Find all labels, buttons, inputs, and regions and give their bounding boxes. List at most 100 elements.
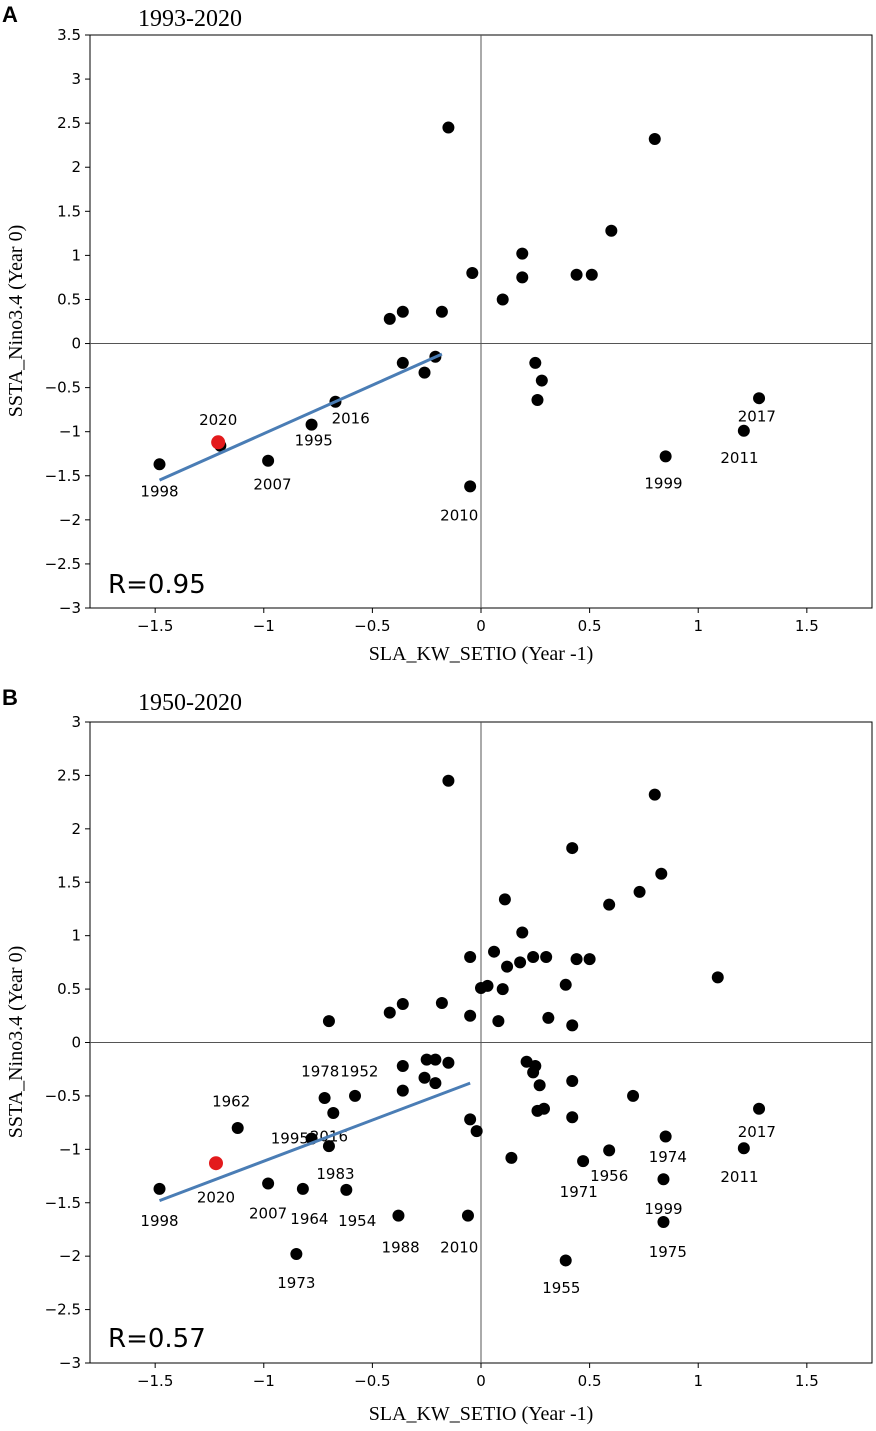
x-axis-label-a: SLA_KW_SETIO (Year -1)	[369, 643, 594, 665]
data-point	[540, 951, 553, 964]
data-point	[464, 480, 477, 493]
data-point	[566, 1019, 579, 1032]
data-point	[435, 305, 448, 318]
data-point	[420, 1053, 433, 1066]
year-label: 1975	[649, 1243, 687, 1261]
data-point	[396, 998, 409, 1011]
data-point	[153, 1182, 166, 1195]
y-tick-label: −1	[59, 1140, 81, 1158]
data-point	[542, 1011, 555, 1024]
data-point	[737, 1142, 750, 1155]
y-tick-label: 2	[71, 158, 81, 176]
data-point	[383, 312, 396, 325]
y-tick-label: 1.5	[57, 873, 81, 891]
data-point	[516, 271, 529, 284]
data-point	[583, 953, 596, 966]
year-label: 1971	[560, 1183, 598, 1201]
year-label: 1956	[590, 1167, 628, 1185]
data-point	[657, 1173, 670, 1186]
data-point	[442, 774, 455, 787]
y-tick-label: −2.5	[45, 555, 81, 573]
y-tick-label: 2	[71, 820, 81, 838]
year-label: 1952	[340, 1062, 378, 1080]
data-point	[392, 1209, 405, 1222]
data-point	[648, 133, 661, 146]
data-point	[481, 979, 494, 992]
data-point	[753, 392, 766, 405]
panel-letter-a: A	[2, 2, 18, 27]
y-tick-label: −2.5	[45, 1301, 81, 1319]
data-point	[603, 898, 616, 911]
y-tick-label: −0.5	[45, 379, 81, 397]
highlight-point-2020	[208, 1156, 223, 1171]
data-point	[442, 121, 455, 134]
data-point	[533, 1079, 546, 1092]
data-point	[496, 293, 509, 306]
x-axis-label-b: SLA_KW_SETIO (Year -1)	[369, 1403, 594, 1425]
data-point	[516, 926, 529, 939]
data-point	[633, 885, 646, 898]
data-point	[514, 956, 527, 969]
data-point	[262, 454, 275, 467]
data-point	[627, 1089, 640, 1102]
data-point	[516, 247, 529, 260]
data-point	[648, 788, 661, 801]
year-label: 1998	[140, 1212, 178, 1230]
x-tick-label: −1	[253, 617, 275, 635]
data-point	[527, 951, 540, 964]
data-point	[396, 356, 409, 369]
y-tick-label: 2.5	[57, 766, 81, 784]
data-point	[737, 424, 750, 437]
x-tick-label: 1	[693, 1372, 703, 1390]
year-label: 1973	[277, 1274, 315, 1292]
year-label: 1974	[649, 1148, 687, 1166]
x-tick-label: 0	[476, 1372, 486, 1390]
year-label: 1999	[644, 475, 682, 493]
year-label: 2011	[720, 1168, 758, 1186]
data-point	[464, 1009, 477, 1022]
regression-line	[158, 1081, 471, 1203]
year-label: 2007	[253, 476, 291, 494]
x-tick-label: −0.5	[354, 617, 390, 635]
y-tick-label: 2.5	[57, 114, 81, 132]
data-point	[659, 450, 672, 463]
y-tick-label: 1	[71, 246, 81, 264]
panel-letter-b: B	[2, 685, 18, 710]
data-point	[570, 953, 583, 966]
year-label: 2010	[440, 506, 478, 524]
panel-title-a: 1993-2020	[138, 6, 242, 32]
year-label: 1964	[290, 1210, 328, 1228]
data-point	[537, 1102, 550, 1115]
y-tick-label: −1.5	[45, 467, 81, 485]
data-point	[262, 1177, 275, 1190]
r-value-a: R=0.95	[108, 570, 206, 600]
data-point	[322, 1140, 335, 1153]
y-tick-label: 3	[71, 70, 81, 88]
data-point	[340, 1183, 353, 1196]
year-label: 2010	[440, 1239, 478, 1257]
x-tick-label: 1.5	[795, 1372, 819, 1390]
data-point	[418, 366, 431, 379]
data-point	[396, 1084, 409, 1097]
data-point	[570, 268, 583, 281]
x-tick-label: 0.5	[578, 617, 602, 635]
year-label: 1983	[316, 1165, 354, 1183]
x-tick-label: −1	[253, 1372, 275, 1390]
x-tick-label: −0.5	[354, 1372, 390, 1390]
data-point	[466, 267, 479, 280]
data-point	[464, 1113, 477, 1126]
year-label: 1998	[140, 483, 178, 501]
data-point	[529, 1060, 542, 1073]
data-point	[322, 1015, 335, 1028]
y-tick-label: 0	[71, 335, 81, 353]
data-point	[577, 1155, 590, 1168]
data-point	[657, 1215, 670, 1228]
y-tick-label: −2	[59, 511, 81, 529]
data-point	[659, 1130, 672, 1143]
panel-a: A 1993-2020 R=0.95 SLA_KW_SETIO (Year -1…	[2, 2, 873, 665]
data-point	[305, 418, 318, 431]
data-point	[396, 1060, 409, 1073]
y-tick-label: 1.5	[57, 202, 81, 220]
data-point	[231, 1121, 244, 1134]
